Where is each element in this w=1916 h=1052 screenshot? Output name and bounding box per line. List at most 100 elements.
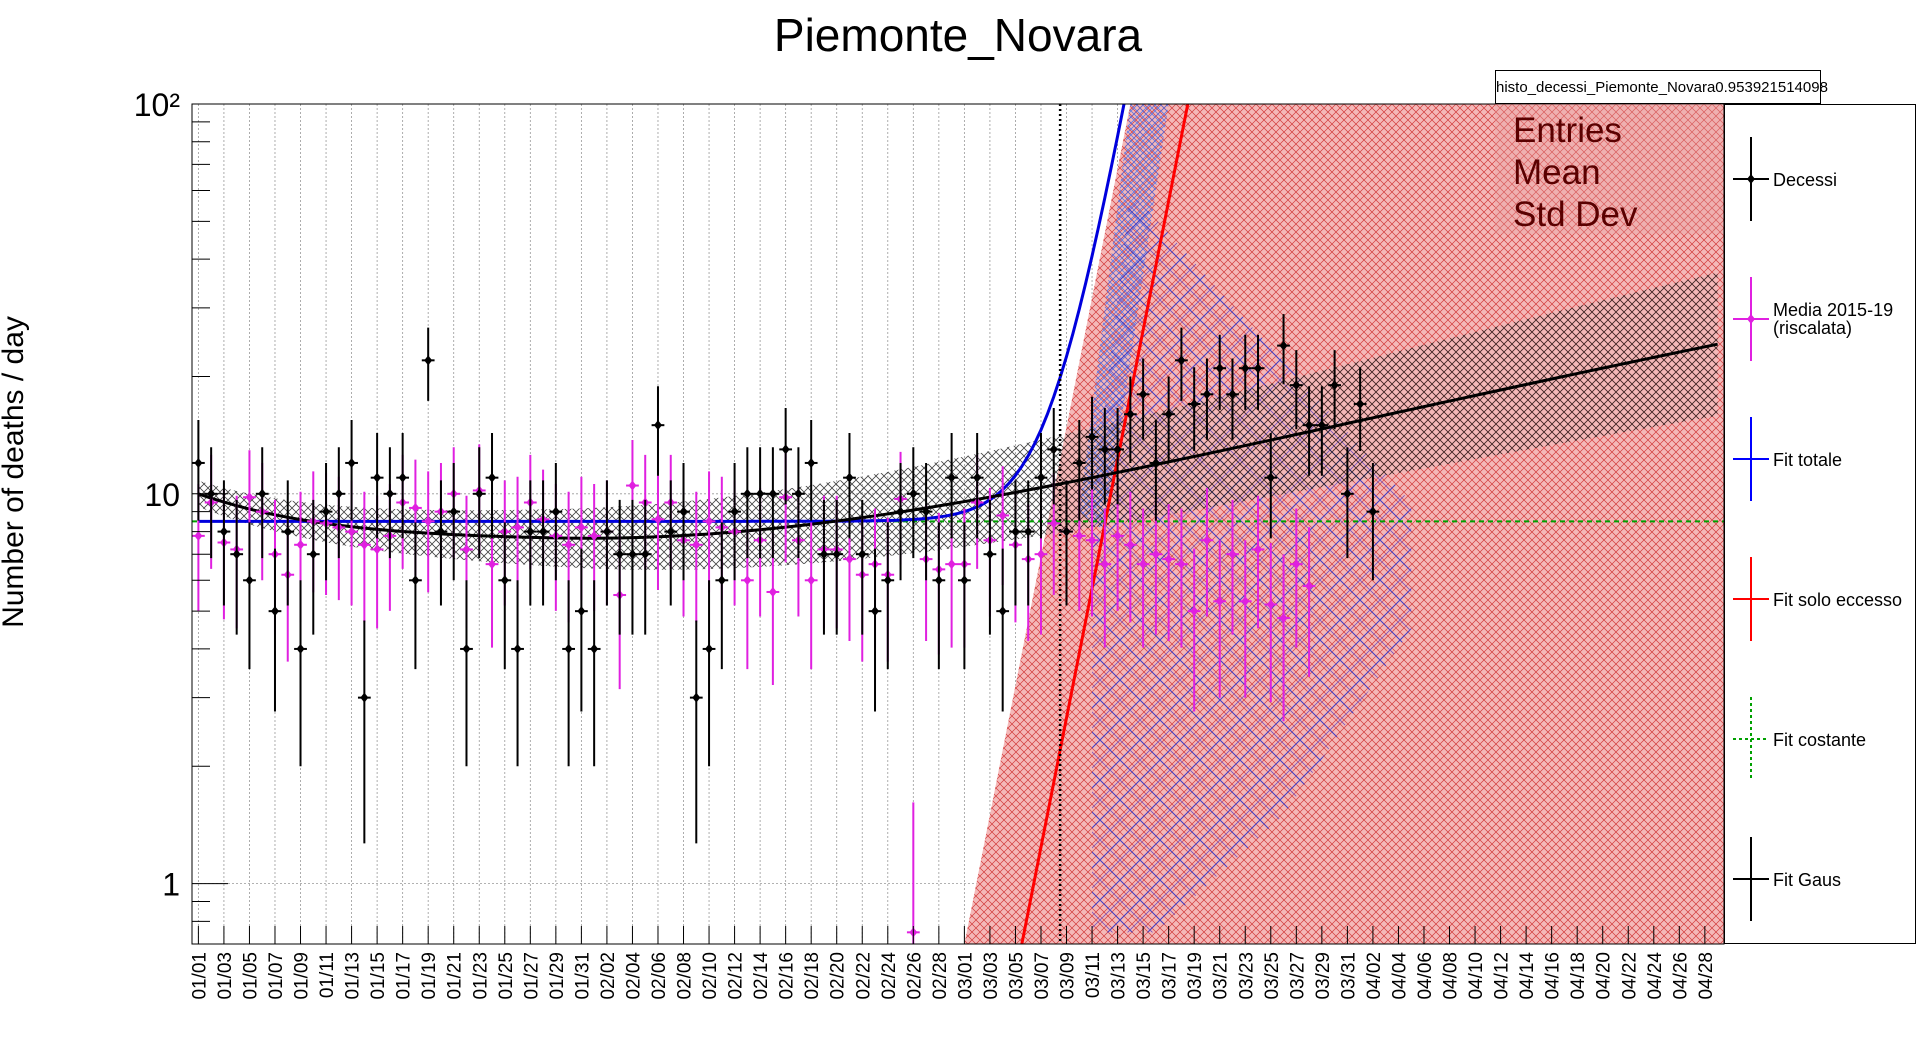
media-point-marker (947, 559, 956, 570)
x-tick-label: 04/08 (1441, 952, 1462, 1000)
decessi-point-marker (1164, 409, 1173, 420)
x-tick-label: 03/01 (955, 952, 976, 1000)
decessi-point-marker (258, 488, 267, 499)
decessi-point-marker (513, 643, 522, 654)
legend-symbol (1733, 137, 1769, 221)
decessi-point-marker (871, 606, 880, 617)
decessi-point-marker (1241, 363, 1250, 374)
decessi-point-marker (1279, 340, 1288, 351)
x-tick-label: 02/02 (598, 952, 619, 1000)
media-point-marker (653, 514, 662, 525)
decessi-point-marker (615, 549, 624, 560)
media-point-marker (1139, 559, 1148, 570)
x-tick-label: 01/17 (394, 952, 415, 1000)
media-point-marker (807, 575, 816, 586)
decessi-point-marker (577, 606, 586, 617)
legend-item: Decessi (1725, 137, 1916, 221)
media-point-marker (1190, 606, 1199, 617)
x-tick-label: 01/19 (419, 952, 440, 1000)
legend-label: Fit costante (1773, 730, 1867, 750)
x-tick-label: 02/20 (828, 952, 849, 1000)
media-point-marker (692, 539, 701, 550)
media-point-marker (590, 530, 599, 541)
legend-symbol (1733, 417, 1769, 501)
decessi-point-marker (985, 549, 994, 560)
decessi-point-marker (845, 472, 854, 483)
legend-label: Media 2015-19 (riscalata) (1773, 300, 1894, 338)
decessi-point-marker (411, 575, 420, 586)
stats-box-rows: Entries Mean Std Dev (1495, 104, 1723, 234)
x-tick-label: 03/31 (1338, 952, 1359, 1000)
decessi-point-marker (768, 488, 777, 499)
media-point-marker (1241, 596, 1250, 607)
decessi-point-marker (1317, 420, 1326, 431)
decessi-point-marker (373, 472, 382, 483)
x-tick-label: 04/02 (1364, 952, 1385, 1000)
legend-label: Fit solo eccesso (1773, 590, 1903, 610)
decessi-point-marker (322, 506, 331, 517)
media-point-marker (1215, 596, 1224, 607)
decessi-point-marker (309, 549, 318, 560)
decessi-point-marker (781, 444, 790, 455)
x-tick-label: 02/18 (802, 952, 823, 1000)
y-tick-label: 1 (162, 867, 180, 903)
decessi-point-marker (756, 488, 765, 499)
x-tick-label: 04/22 (1619, 952, 1640, 1000)
legend-label: Decessi (1773, 170, 1838, 190)
x-tick-label: 02/26 (904, 952, 925, 1000)
x-tick-label: 01/27 (521, 952, 542, 1000)
x-tick-label: 03/21 (1211, 952, 1232, 1000)
x-tick-label: 01/15 (368, 952, 389, 1000)
legend-symbol (1733, 277, 1769, 361)
decessi-point-marker (385, 488, 394, 499)
decessi-point-marker (564, 643, 573, 654)
decessi-point-marker (819, 549, 828, 560)
media-point-marker (1113, 530, 1122, 541)
media-point-marker (1075, 530, 1084, 541)
decessi-point-marker (462, 643, 471, 654)
x-tick-label: 01/23 (470, 952, 491, 1000)
media-point-marker (845, 554, 854, 565)
media-point-marker (296, 539, 305, 550)
decessi-point-marker (1228, 389, 1237, 400)
media-point-marker (360, 539, 369, 550)
decessi-point-marker (934, 575, 943, 586)
x-tick-label: 03/25 (1262, 952, 1283, 1000)
x-tick-label: 03/15 (1134, 952, 1155, 1000)
media-point-marker (1228, 549, 1237, 560)
media-point-marker (1177, 559, 1186, 570)
decessi-point-marker (743, 488, 752, 499)
decessi-point-marker (1024, 526, 1033, 537)
decessi-point-marker (794, 488, 803, 499)
decessi-point-marker (526, 526, 535, 537)
decessi-point-marker (705, 643, 714, 654)
decessi-point-marker (488, 472, 497, 483)
stats-mean-label: Mean (1513, 153, 1601, 192)
total-fit-curve (198, 104, 1126, 523)
x-tick-label: 01/13 (343, 952, 364, 1000)
media-point-marker (424, 516, 433, 527)
legend-item: Fit solo eccesso (1725, 557, 1916, 641)
media-point-marker (1100, 559, 1109, 570)
x-tick-label: 03/07 (1032, 952, 1053, 1000)
x-tick-label: 03/27 (1287, 952, 1308, 1000)
decessi-point-marker (807, 457, 816, 468)
x-tick-label: 01/07 (266, 952, 287, 1000)
decessi-point-marker (283, 526, 292, 537)
data-points (192, 314, 1380, 944)
media-point-marker (1126, 539, 1135, 550)
media-point-marker (1279, 613, 1288, 624)
x-tick-label: 03/29 (1313, 952, 1334, 1000)
decessi-point-marker (1292, 380, 1301, 391)
decessi-point-marker (730, 506, 739, 517)
decessi-point-marker (909, 488, 918, 499)
x-tick-label: 01/05 (240, 952, 261, 1000)
media-point-marker (1266, 599, 1275, 610)
x-tick-label: 04/20 (1594, 952, 1615, 1000)
media-point-marker (462, 544, 471, 555)
x-tick-label: 03/13 (1109, 952, 1130, 1000)
decessi-point-marker (1330, 380, 1339, 391)
media-point-marker (1305, 581, 1314, 592)
